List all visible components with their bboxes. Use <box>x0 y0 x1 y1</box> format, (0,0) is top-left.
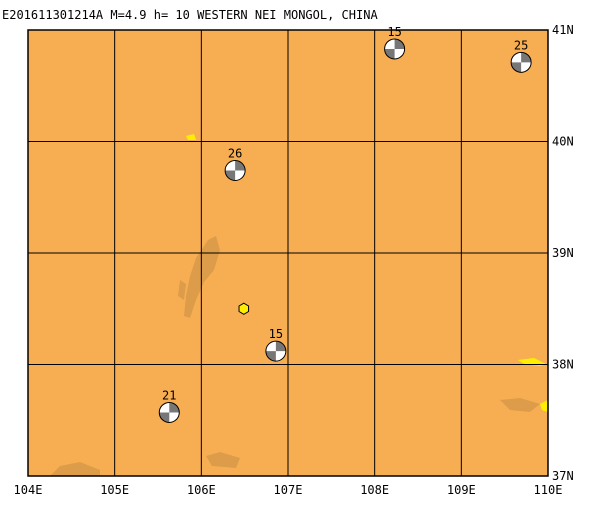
x-tick-label: 104E <box>14 483 43 497</box>
focal-mechanism <box>510 51 532 73</box>
beachball-quadrant <box>275 341 286 352</box>
beachball-quadrant <box>159 412 170 423</box>
beachball-outline <box>265 340 287 362</box>
y-tick-label: 41N <box>552 23 574 37</box>
y-tick-label: 39N <box>552 246 574 260</box>
depth-label: 26 <box>228 146 242 160</box>
beachball-outline <box>158 401 180 423</box>
beachball-quadrant <box>394 38 405 49</box>
x-tick-label: 107E <box>274 483 303 497</box>
beachball-quadrant <box>511 62 522 73</box>
beachball-outline <box>510 51 532 73</box>
beachball-outline <box>224 159 246 181</box>
y-tick-label: 38N <box>552 358 574 372</box>
focal-mechanism <box>384 38 406 60</box>
y-tick-label: 37N <box>552 469 574 483</box>
beachball-quadrant <box>169 402 180 413</box>
map-frame <box>27 29 549 477</box>
beachball-quadrant <box>235 160 246 171</box>
x-tick-label: 109E <box>447 483 476 497</box>
depth-label: 25 <box>514 38 528 52</box>
depth-label: 15 <box>387 25 401 39</box>
beachball-outline <box>384 38 406 60</box>
x-tick-label: 106E <box>187 483 216 497</box>
focal-mechanism <box>158 401 180 423</box>
map-title: E201611301214A M=4.9 h= 10 WESTERN NEI M… <box>2 8 378 22</box>
depth-label: 21 <box>162 388 176 402</box>
beachball-quadrant <box>265 351 276 362</box>
focal-mechanism <box>265 340 287 362</box>
beachball-quadrant <box>225 170 236 181</box>
beachball-quadrant <box>521 52 532 63</box>
x-tick-label: 110E <box>534 483 563 497</box>
terrain <box>50 236 540 476</box>
x-tick-label: 105E <box>100 483 129 497</box>
depth-label: 15 <box>269 327 283 341</box>
focal-mechanism <box>224 159 246 181</box>
y-tick-label: 40N <box>552 135 574 149</box>
x-tick-label: 108E <box>360 483 389 497</box>
epicenter <box>238 302 250 315</box>
beachball-quadrant <box>384 48 395 59</box>
